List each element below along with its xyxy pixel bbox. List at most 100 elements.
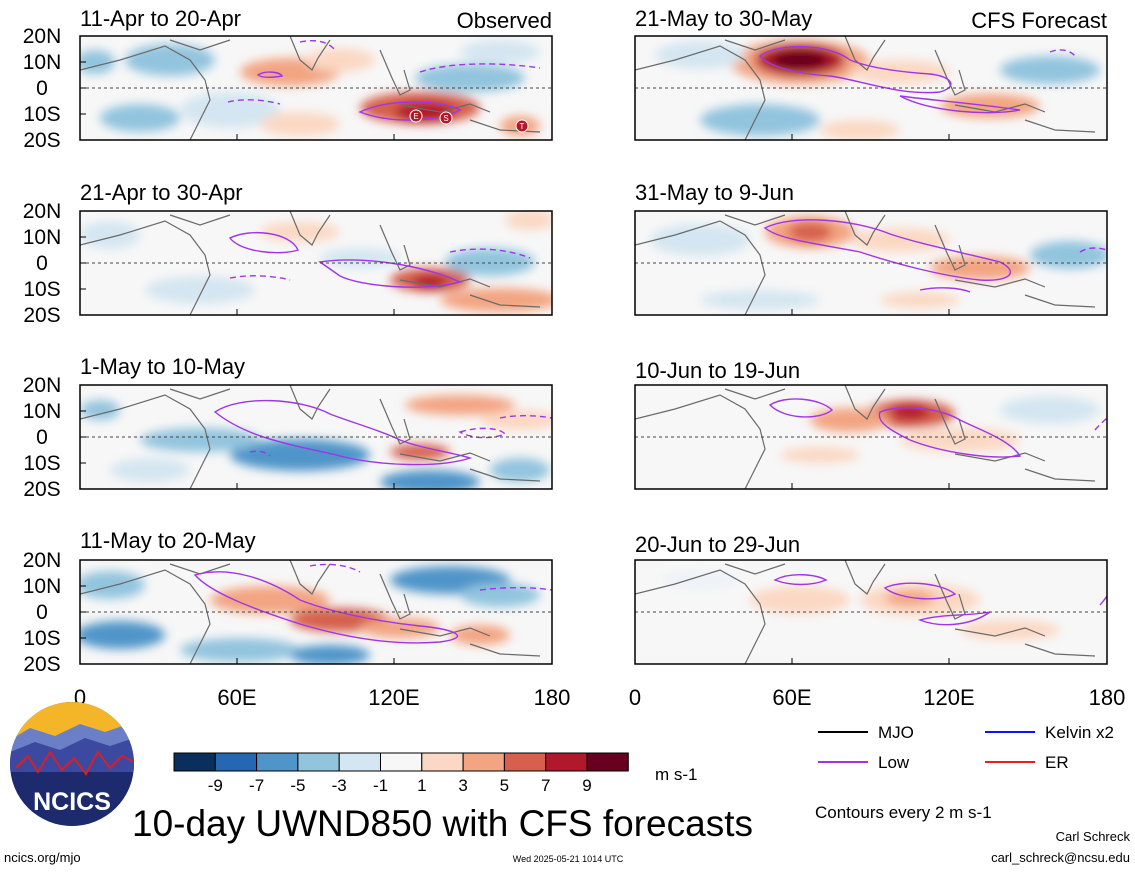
lat-label: 10N [23, 51, 62, 74]
wind-anomaly-shading [650, 216, 1107, 310]
legend-label: Kelvin x2 [1045, 723, 1114, 742]
lon-label: 180 [534, 685, 571, 710]
coastline [80, 36, 541, 140]
storm-label: T [520, 122, 525, 131]
timestamp: Wed 2025-05-21 1014 UTC [513, 854, 624, 864]
colorbar-swatch [297, 752, 340, 772]
ncics-logo: NCICS [10, 702, 134, 826]
colorbar-swatch [338, 752, 382, 772]
panel-title: 20-Jun to 29-Jun [635, 532, 800, 557]
legend-label: MJO [878, 723, 914, 742]
lon-label: 60E [217, 685, 256, 710]
author-email: carl_schreck@ncsu.edu [991, 850, 1130, 865]
colorbar-swatch [503, 752, 547, 772]
storm-label: S [443, 114, 448, 123]
panel-title: 31-May to 9-Jun [635, 180, 794, 205]
colorbar-label: -3 [332, 776, 347, 795]
colorbar-swatch [462, 752, 505, 772]
coastline [635, 211, 1096, 315]
colorbar-label: 1 [417, 776, 426, 795]
lat-label: 20N [23, 374, 62, 397]
lat-label: 10S [23, 452, 60, 475]
map-panel: 10-Jun to 19-Jun [634, 358, 1108, 490]
lon-label: 120E [368, 685, 419, 710]
author: Carl Schreck [1056, 829, 1131, 844]
colorbar-label: 3 [458, 776, 467, 795]
lon-axis-left: 0 60E 120E 180 [74, 685, 570, 710]
lat-label: 20N [23, 549, 62, 572]
colorbar-label: 7 [541, 776, 550, 795]
lat-label: 20S [23, 129, 60, 152]
lon-label: 120E [923, 685, 974, 710]
logo-text: NCICS [33, 788, 111, 816]
map-panel: 11-May to 20-May [23, 528, 553, 676]
lat-label: 0 [36, 426, 48, 449]
lat-label: 0 [36, 77, 48, 100]
panel-title: 21-May to 30-May [635, 6, 812, 31]
lat-label: 20S [23, 304, 60, 327]
contours [213, 399, 552, 466]
figure-title: 10-day UWND850 with CFS forecasts [132, 803, 753, 844]
map-panel: 11-Apr to 20-Apr Observed [23, 6, 553, 152]
lon-label: 60E [772, 685, 811, 710]
lon-label: 180 [1089, 685, 1126, 710]
lat-label: 20N [23, 25, 62, 48]
colorbar-swatch [545, 752, 588, 772]
map-panel: 1-May to 10-May [23, 354, 553, 501]
colorbar-swatch [173, 752, 216, 772]
colorbar-label: -7 [249, 776, 264, 795]
lat-label: 10S [23, 103, 60, 126]
contours [227, 40, 541, 121]
wind-anomaly-shading [80, 566, 540, 664]
lon-label: 0 [629, 685, 641, 710]
storm-markers: E S T [409, 109, 529, 133]
colorbar-swatch [256, 752, 299, 772]
contours [768, 398, 1107, 458]
lat-label: 10S [23, 627, 60, 650]
lat-label: 20N [23, 200, 62, 223]
corner-label: Observed [457, 8, 552, 33]
legend: MJO Kelvin x2 Low ER Contours every 2 m … [815, 723, 1114, 822]
colorbar-label: -5 [290, 776, 305, 795]
panel-title: 1-May to 10-May [80, 354, 245, 379]
lat-label: 10N [23, 575, 62, 598]
map-panel: 31-May to 9-Jun [634, 180, 1108, 316]
map-panel: 21-May to 30-May CFS Forecast [634, 6, 1108, 141]
colorbar-label: -9 [208, 776, 223, 795]
lat-label: 10N [23, 400, 62, 423]
map-panel: 20-Jun to 29-Jun [634, 532, 1108, 665]
lat-label: 10S [23, 278, 60, 301]
contours [758, 45, 1076, 114]
colorbar-label: 9 [582, 776, 591, 795]
lon-axis-right: 0 60E 120E 180 [629, 685, 1125, 710]
contour-note: Contours every 2 m s-1 [815, 803, 992, 822]
colorbar-swatch [586, 752, 629, 772]
legend-label: ER [1045, 753, 1069, 772]
source-url: ncics.org/mjo [4, 850, 81, 865]
panel-title: 21-Apr to 30-Apr [80, 180, 243, 205]
storm-label: E [413, 112, 418, 121]
panel-title: 11-May to 20-May [80, 528, 256, 553]
colorbar-swatch [380, 752, 423, 772]
panel-title: 10-Jun to 19-Jun [635, 358, 800, 383]
colorbar-units: m s-1 [655, 765, 698, 784]
lat-label: 0 [36, 252, 48, 275]
colorbar-swatch [214, 752, 258, 772]
wind-anomaly-shading [655, 40, 1100, 140]
panel-title: 11-Apr to 20-Apr [80, 6, 241, 31]
wind-anomaly-shading [80, 395, 552, 489]
coastline [635, 560, 1096, 664]
lat-label: 20S [23, 478, 60, 501]
lat-label: 10N [23, 226, 62, 249]
legend-label: Low [878, 753, 910, 772]
colorbar-swatch [421, 752, 464, 772]
colorbar-label: 5 [500, 776, 509, 795]
contours [763, 219, 1107, 293]
colorbar-label: -1 [373, 776, 388, 795]
map-panel: 21-Apr to 30-Apr [23, 180, 553, 327]
coastline [80, 385, 541, 489]
corner-label: CFS Forecast [971, 8, 1107, 33]
colorbar: -9 -7 -5 -3 -1 1 3 5 7 9 [173, 752, 629, 795]
lat-label: 0 [36, 601, 48, 624]
